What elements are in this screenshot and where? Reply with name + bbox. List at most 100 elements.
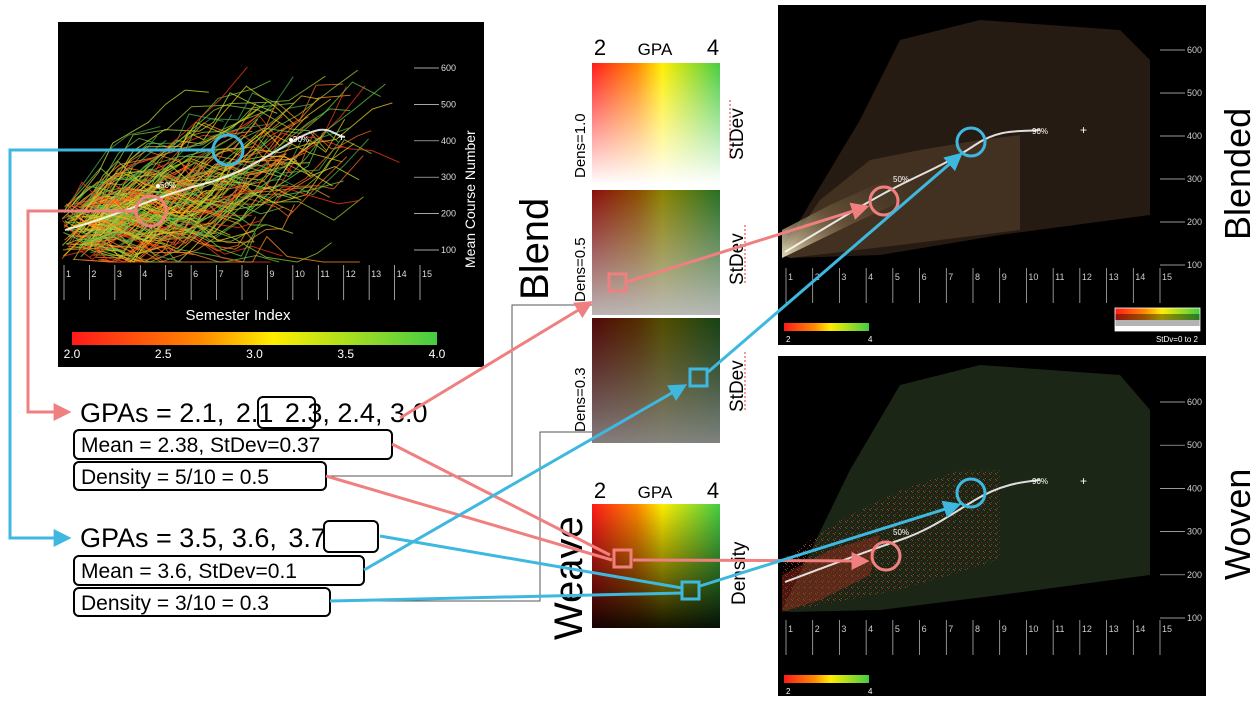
blend-gpa-min: 2 [594, 35, 606, 60]
blended-label-90: 90% [1032, 127, 1048, 136]
y-tick-label: 200 [1187, 217, 1202, 227]
x-tick-label: 14 [1135, 272, 1145, 282]
blue-gpas-prefix: GPAs = 3.5, 3.6, [80, 523, 284, 553]
y-tick-label: 200 [1187, 570, 1202, 580]
colorbar-tick-label: 2.0 [64, 347, 81, 361]
blue-line-gpas-to-weave [379, 534, 683, 590]
woven-label-90: 90% [1032, 477, 1048, 486]
x-tick-label: 11 [320, 269, 329, 279]
woven-red-circle [870, 540, 902, 572]
weave-gpa-max: 4 [707, 478, 719, 503]
colorbar-tick-label: 4.0 [429, 347, 446, 361]
red-mean-stdev: Mean = 2.38, StDev=0.37 [81, 434, 320, 457]
x-tick-label: 6 [922, 272, 927, 282]
connectors [8, 148, 963, 603]
x-tick-label: 1 [788, 272, 793, 282]
blue-density: Density = 3/10 = 0.3 [81, 592, 269, 615]
trajectory-line [76, 191, 180, 238]
blue-arrow-circle-to-text [8, 148, 213, 547]
trajectory-line [92, 186, 255, 243]
blended-stdev-legend: StDv=0 to 2 [1156, 335, 1199, 344]
colorbar-tick-label: 3.5 [337, 347, 354, 361]
blended-stdev-key [1114, 307, 1201, 332]
red-gpas-line: GPAs = 2.1, 2.1 2.3, 2.4, 3.0 [80, 398, 427, 428]
x-tick-label: 9 [269, 269, 274, 279]
x-tick-label: 3 [841, 272, 846, 282]
y-tick-label: 600 [1187, 397, 1202, 407]
x-tick-label: 2 [815, 624, 820, 634]
left-y-axis-title: Mean Course Number [462, 130, 478, 268]
x-tick-label: 3 [117, 269, 122, 279]
blend-square-dens-03-stdev [592, 318, 720, 443]
y-tick-label: 300 [441, 172, 456, 182]
x-tick-label: 9 [1002, 624, 1007, 634]
x-tick-label: 6 [922, 624, 927, 634]
percentile-dot-50 [156, 184, 160, 188]
trajectory-line [67, 104, 327, 232]
x-tick-label: 1 [66, 269, 71, 279]
x-tick-label: 14 [1135, 624, 1145, 634]
woven-blue-circle [955, 477, 987, 509]
left-colorbar-ticks: 2.0 2.5 3.0 3.5 4.0 [64, 347, 446, 361]
trajectory-line [88, 153, 286, 223]
x-tick-label: 5 [895, 272, 900, 282]
red-gpas-suffix: 2.3, 2.4, 3.0 [277, 398, 427, 428]
y-tick-label: 400 [1187, 483, 1202, 493]
blended-label-50: 50% [893, 175, 909, 184]
x-tick-label: 4 [142, 269, 147, 279]
blend-row3-stdev: StDev [727, 360, 748, 412]
blue-line-density-to-weave [329, 591, 683, 603]
blended-y-ticks: 100 200 300 400 500 600 [1160, 45, 1202, 270]
x-tick-label: 5 [168, 269, 173, 279]
blue-gpas-boxed: 3.7 [288, 523, 326, 553]
blue-mean-box [73, 555, 365, 586]
blend-row2-density: Dens=0.5 [572, 237, 589, 302]
left-x-ticks: 1 2 3 4 5 6 7 8 9 10 11 12 13 14 15 [63, 265, 432, 300]
x-tick-label: 15 [422, 269, 432, 279]
red-arrow-circle-to-text [26, 209, 136, 421]
guide-red-density [326, 304, 592, 477]
blue-boxed-highlight [323, 520, 379, 553]
blue-gpas-line: GPAs = 3.5, 3.6, 3.7 [80, 523, 326, 553]
blend-square-dens-05-stdev [592, 190, 720, 315]
x-tick-label: 8 [975, 624, 980, 634]
x-tick-label: 10 [1028, 272, 1038, 282]
woven-label-50: 50% [893, 528, 909, 537]
trajectory-line [82, 130, 339, 205]
y-tick-label: 500 [1187, 440, 1202, 450]
red-line-mean-to-weave [391, 442, 611, 557]
percentile-dot-90 [289, 138, 293, 142]
x-tick-label: 3 [841, 624, 846, 634]
trajectory-line [82, 95, 319, 213]
blend-square-dens-1-stdev [592, 63, 720, 185]
red-gpas-boxed: 2.1 [236, 398, 274, 428]
trajectory-line [63, 102, 267, 212]
x-tick-label: 4 [868, 272, 873, 282]
weave-square-density [592, 504, 720, 628]
red-arrow-to-blend-marker [399, 301, 594, 420]
x-tick-label: 12 [1082, 272, 1092, 282]
blend-row3-density: Dens=0.3 [572, 367, 589, 432]
blue-arrow-to-woven [699, 500, 962, 588]
left-colorbar [72, 332, 437, 345]
x-tick-label: 13 [1109, 272, 1119, 282]
blended-gradient-bar [784, 323, 869, 331]
blue-arrow-to-blended [707, 152, 963, 374]
x-tick-label: 7 [948, 624, 953, 634]
trajectory-line [94, 113, 224, 213]
y-tick-label: 600 [441, 63, 456, 73]
blend-gpa-max: 4 [707, 35, 719, 60]
blue-blend-marker [688, 367, 709, 388]
weave-gpa-min: 2 [594, 478, 606, 503]
x-tick-label: 12 [346, 269, 356, 279]
x-tick-label: 8 [244, 269, 249, 279]
x-tick-label: 1 [788, 624, 793, 634]
blue-arrow-to-blend-marker [363, 384, 688, 572]
x-tick-label: 11 [1055, 624, 1064, 634]
blended-gradient-max: 4 [868, 335, 873, 344]
red-blend-marker [607, 272, 628, 293]
blue-group-text: GPAs = 3.5, 3.6, 3.7 Mean = 3.6, StDev=0… [73, 520, 379, 617]
blended-red-circle [868, 185, 900, 217]
